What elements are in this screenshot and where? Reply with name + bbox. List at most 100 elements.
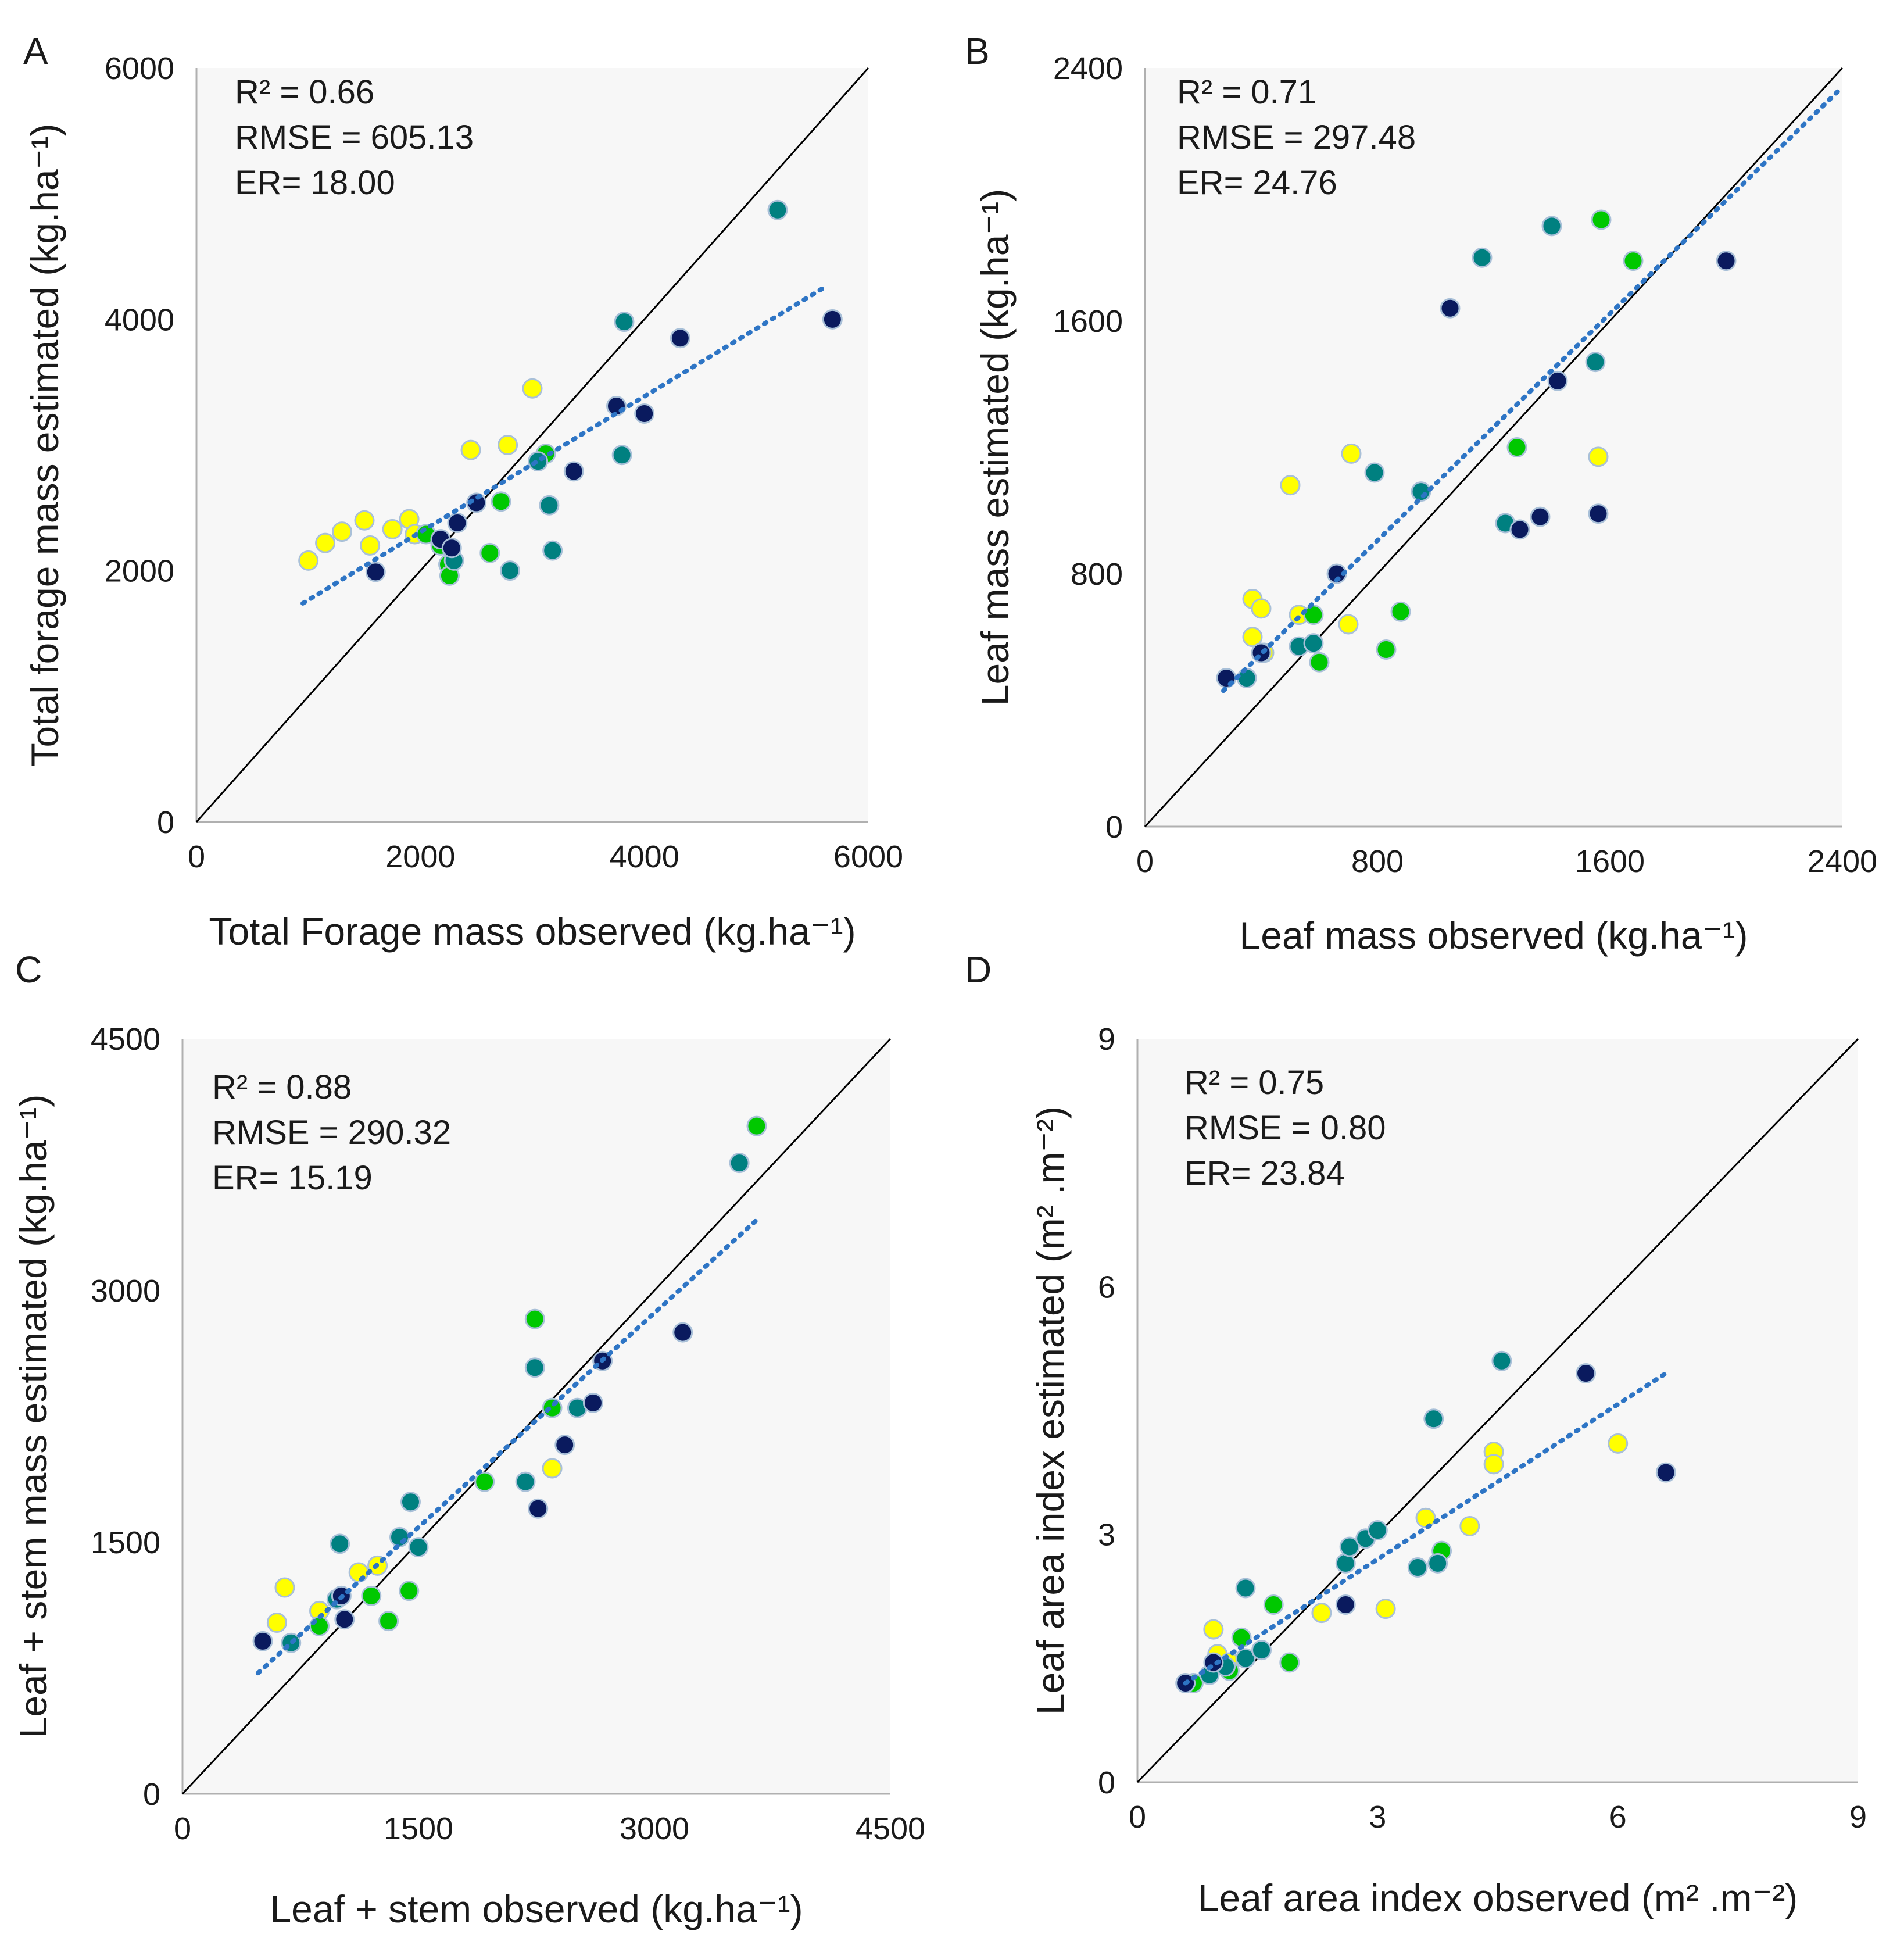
data-point <box>252 1631 273 1651</box>
stat-annotation: RMSE = 605.13 <box>235 119 474 156</box>
x-tick-label: 2400 <box>1808 844 1877 879</box>
data-point <box>315 532 336 553</box>
stat-annotation: ER= 23.84 <box>1184 1154 1345 1192</box>
y-tick-label: 9 <box>1098 1022 1115 1057</box>
data-point <box>400 1492 421 1513</box>
data-point <box>1407 1557 1428 1578</box>
data-point <box>298 550 319 571</box>
data-point <box>1588 503 1609 524</box>
data-point <box>1623 251 1644 271</box>
data-point <box>1459 1515 1480 1536</box>
data-point <box>1235 1578 1256 1599</box>
data-point <box>1339 1536 1360 1557</box>
x-tick-label: 0 <box>1129 1800 1146 1835</box>
data-point <box>1311 1603 1332 1624</box>
data-point <box>542 1397 563 1418</box>
data-point <box>1547 370 1568 391</box>
data-point <box>1506 437 1527 457</box>
x-tick-label: 1600 <box>1575 844 1645 879</box>
x-axis-label: Leaf mass observed (kg.ha⁻¹) <box>1240 914 1748 957</box>
y-tick-label: 4000 <box>105 302 174 337</box>
series-silv2 <box>309 1115 767 1636</box>
x-tick-label: 800 <box>1351 844 1404 879</box>
y-tick-label: 2400 <box>1053 51 1123 86</box>
y-tick-label: 800 <box>1071 557 1123 592</box>
data-point <box>330 1533 350 1554</box>
y-axis-label: Total forage mass estimated (kg.ha⁻¹) <box>23 124 66 767</box>
data-point <box>582 1392 603 1413</box>
data-point <box>1235 1648 1256 1669</box>
data-point <box>515 1471 536 1492</box>
data-point <box>614 312 635 332</box>
data-point <box>1588 446 1609 467</box>
stat-annotation: R² = 0.88 <box>212 1068 352 1106</box>
stat-annotation: ER= 15.19 <box>212 1159 373 1197</box>
data-point <box>822 309 843 330</box>
x-tick-label: 1500 <box>384 1811 453 1846</box>
y-tick-label: 4500 <box>91 1022 160 1057</box>
stat-annotation: ER= 18.00 <box>235 164 395 202</box>
x-tick-label: 2000 <box>385 839 455 874</box>
data-point <box>1309 652 1330 673</box>
data-point <box>1530 506 1551 527</box>
y-tick-label: 3000 <box>91 1274 160 1308</box>
data-point <box>1236 667 1257 688</box>
series-silv4 <box>252 1322 693 1651</box>
x-tick-label: 4500 <box>856 1811 925 1846</box>
series-silv4 <box>1175 1363 1676 1693</box>
stat-annotation: RMSE = 290.32 <box>212 1114 451 1152</box>
data-point <box>274 1577 295 1598</box>
data-point <box>1608 1433 1629 1454</box>
data-point <box>1335 1594 1356 1615</box>
data-point <box>634 403 655 424</box>
stat-annotation: RMSE = 0.80 <box>1184 1109 1386 1147</box>
series-silv3 <box>443 199 788 581</box>
data-point <box>389 1526 410 1547</box>
data-point <box>672 1322 693 1343</box>
data-point <box>361 1585 382 1606</box>
panel-b: 0 800 1600 2400 0 800 1600 2400 Leaf mass observ… <box>965 30 1877 957</box>
data-point <box>266 1613 287 1633</box>
x-tick-label: 3000 <box>620 1811 689 1846</box>
y-tick-label: 0 <box>1105 810 1123 845</box>
series-silv3 <box>1199 1350 1512 1685</box>
data-point <box>670 328 690 349</box>
data-point <box>522 378 543 399</box>
data-point <box>1335 1553 1356 1574</box>
y-axis-label: Leaf mass estimated (kg.ha⁻¹) <box>974 189 1017 706</box>
y-tick-label: 1500 <box>91 1525 160 1560</box>
x-axis-label: Total Forage mass observed (kg.ha⁻¹) <box>209 910 856 953</box>
data-point <box>348 1562 369 1583</box>
data-point <box>1509 519 1530 540</box>
data-point <box>729 1153 750 1174</box>
y-tick-label: 6 <box>1098 1270 1115 1304</box>
trend-line <box>300 285 826 606</box>
data-point <box>1203 1619 1224 1640</box>
trend-line <box>1183 1371 1669 1686</box>
y-tick-label: 0 <box>157 805 174 840</box>
x-tick-label: 6 <box>1609 1800 1627 1835</box>
identity-line <box>181 1038 892 1795</box>
data-point <box>1279 1652 1300 1673</box>
x-tick-label: 6000 <box>833 839 903 874</box>
identity-line <box>195 67 869 823</box>
data-point <box>1364 462 1385 483</box>
panel-letter: A <box>23 30 48 72</box>
data-point <box>309 1615 330 1636</box>
data-point <box>1716 251 1737 271</box>
data-point <box>474 1471 495 1492</box>
data-point <box>491 491 511 512</box>
data-point <box>528 451 549 472</box>
data-point <box>399 1581 420 1601</box>
data-point <box>1655 1462 1676 1483</box>
y-tick-label: 0 <box>143 1777 160 1812</box>
data-point <box>554 1435 575 1456</box>
data-point <box>498 435 518 455</box>
data-point <box>528 1498 549 1519</box>
y-axis-label: Leaf area index estimated (m² .m⁻²) <box>1029 1106 1072 1715</box>
data-point <box>1427 1553 1448 1574</box>
trend-line <box>1221 84 1845 693</box>
panel-letter: D <box>965 949 992 991</box>
stat-annotation: R² = 0.75 <box>1184 1064 1324 1102</box>
data-point <box>539 495 560 516</box>
